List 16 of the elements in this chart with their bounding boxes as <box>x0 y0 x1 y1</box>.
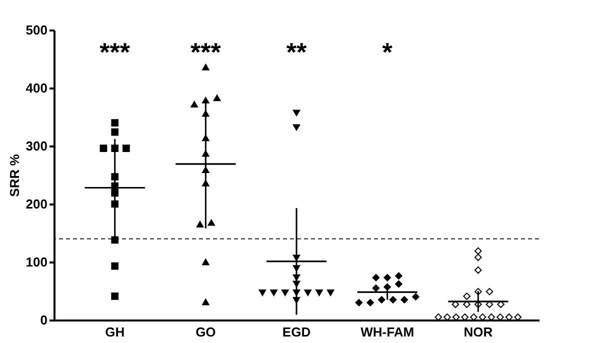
y-tick-label: 200 <box>26 196 48 212</box>
annotation: * <box>382 37 394 67</box>
y-tick-label: 500 <box>26 22 48 38</box>
x-tick-label: WH-FAM <box>360 324 414 340</box>
x-tick-label: NOR <box>464 324 494 340</box>
y-tick-label: 400 <box>26 80 48 96</box>
x-tick-label: GH <box>105 324 125 340</box>
x-tick-label: EGD <box>282 324 311 340</box>
annotation: ** <box>286 37 308 67</box>
y-tick-label: 300 <box>26 138 48 154</box>
annotation: *** <box>190 37 222 67</box>
y-tick-label: 100 <box>26 254 48 270</box>
annotation: *** <box>100 37 131 67</box>
y-axis-title: SRR % <box>6 154 22 197</box>
y-tick-label: 0 <box>40 312 48 328</box>
x-tick-label: GO <box>196 324 216 340</box>
